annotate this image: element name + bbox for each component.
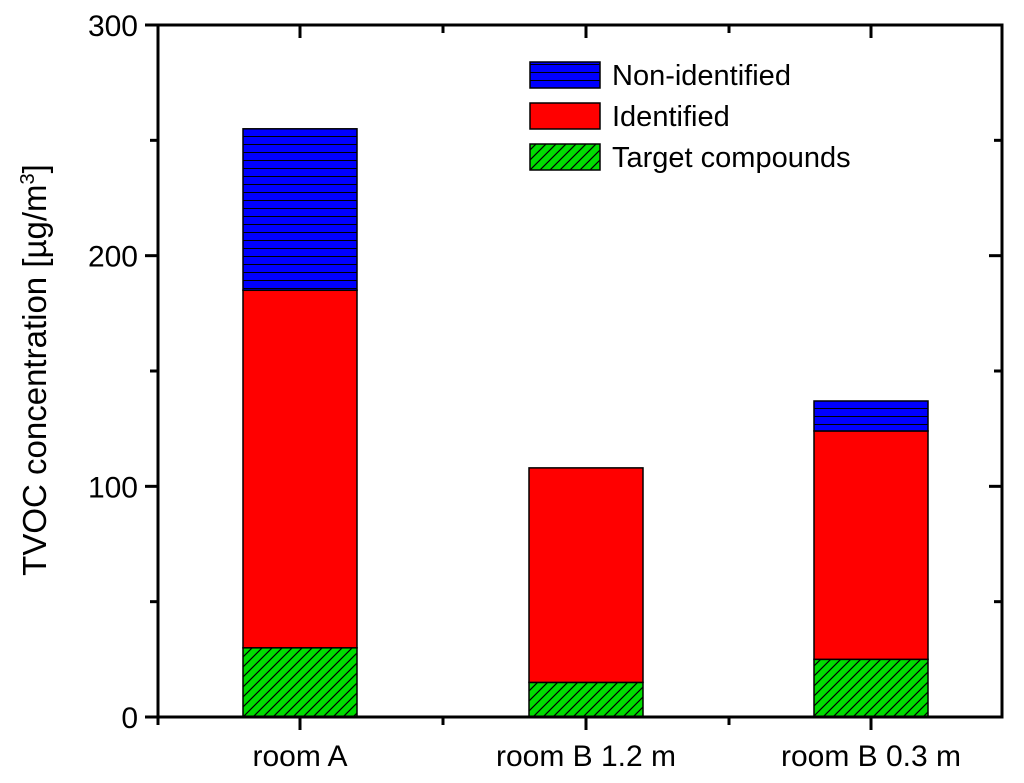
y-tick-label: 100 (88, 471, 138, 504)
bars-layer (242, 128, 929, 718)
legend-label-target-compounds: Target compounds (612, 142, 851, 174)
y-tick-label: 0 (121, 702, 138, 735)
x-tick-label-room-b-1-2-m: room B 1.2 m (496, 740, 676, 773)
legend-label-identified: Identified (612, 101, 730, 133)
bar-room-b-1-2-m-identified (528, 467, 644, 684)
y-axis-title-close: ] (16, 164, 53, 173)
bar-room-b-0-3-m-identified (813, 430, 929, 661)
bar-room-a-identified (242, 289, 358, 649)
bar-room-a-target-compounds (242, 647, 358, 718)
bar-room-b-1-2-m-target-compounds (528, 681, 644, 718)
x-tick-label-room-a: room A (252, 740, 347, 773)
y-axis-title-unit: µg/m (16, 184, 53, 258)
x-tick-label-room-b-0-3-m: room B 0.3 m (781, 740, 961, 773)
bar-room-b-0-3-m-non-identified (813, 400, 929, 432)
legend-swatch-identified (529, 102, 601, 130)
y-tick-label: 200 (88, 241, 138, 274)
y-axis-title-sup: 3 (17, 173, 39, 184)
legend-label-non-identified: Non-identified (612, 60, 791, 92)
legend: Non-identified Identified Target compounds (529, 60, 851, 174)
y-tick-label: 300 (88, 10, 138, 43)
axes-layer: 0 100 200 300 room A room B 1.2 m room B 0.3 m (88, 10, 1004, 773)
y-axis-title-main: TVOC concentration [ (16, 259, 53, 576)
legend-swatch-target-compounds (529, 143, 601, 171)
legend-swatch-non-identified (529, 61, 601, 89)
bar-room-b-0-3-m-target-compounds (813, 658, 929, 718)
bar-room-a-non-identified (242, 128, 358, 292)
y-axis-title: TVOC concentration [µg/m3] (16, 164, 53, 576)
